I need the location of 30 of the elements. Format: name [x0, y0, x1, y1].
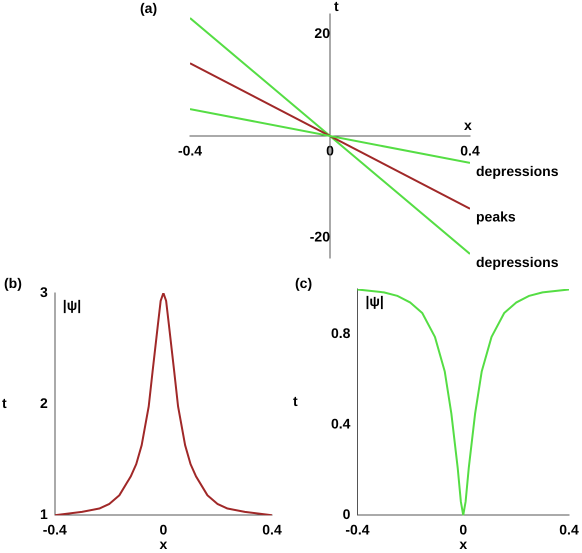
x-tick-label: 0.4: [559, 521, 579, 538]
y-tick-label: 2: [40, 394, 48, 411]
series-label: peaks: [476, 208, 516, 225]
chart-title: (b): [4, 274, 22, 291]
y-axis-title: t: [293, 392, 298, 409]
x-tick-label: -0.4: [42, 521, 68, 538]
annotation: |ψ|: [365, 292, 384, 310]
y-axis-title: t: [2, 394, 7, 411]
x-tick-label: -0.4: [178, 142, 202, 158]
x-axis-title: x: [464, 116, 472, 133]
x-axis-title: x: [159, 536, 168, 552]
chart-title: (a): [140, 0, 158, 16]
annotation: |ψ|: [62, 296, 82, 314]
series-label: depressions: [476, 162, 559, 179]
y-tick-label: 1: [40, 506, 48, 522]
x-tick-label: 0: [159, 521, 168, 538]
x-axis-title: x: [459, 536, 468, 552]
x-tick-label: -0.4: [345, 521, 370, 538]
y-tick-label: 0: [342, 506, 351, 522]
y-tick-label: 0.8: [330, 325, 351, 342]
series-label: depressions: [476, 254, 559, 270]
y-axis-title: t: [334, 0, 339, 14]
x-tick-label: 0.4: [262, 521, 282, 538]
x-tick-label: 0: [459, 521, 468, 538]
y-tick-label: 0.4: [330, 416, 351, 432]
y-tick-label: 3: [40, 284, 48, 300]
x-tick-label: 0.4: [460, 142, 480, 158]
chart-title: (c): [295, 274, 312, 291]
y-tick-label: -20: [310, 228, 330, 245]
y-tick-label: 20: [314, 25, 330, 42]
